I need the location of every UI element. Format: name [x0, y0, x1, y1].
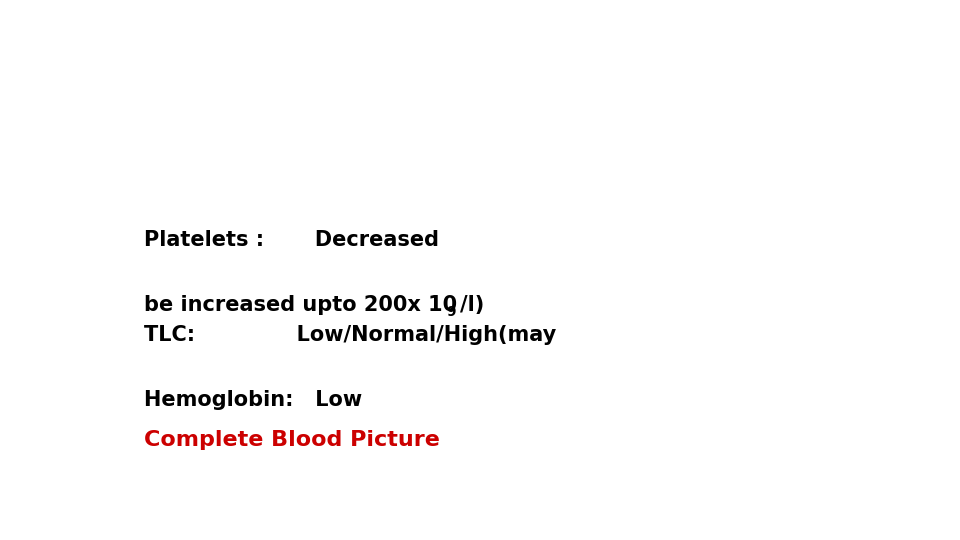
Text: Platelets :       Decreased: Platelets : Decreased: [144, 230, 439, 250]
Text: Complete Blood Picture: Complete Blood Picture: [144, 430, 440, 450]
Text: be increased upto 200x 10: be increased upto 200x 10: [144, 295, 457, 315]
Text: 9: 9: [446, 305, 455, 319]
Text: TLC:              Low/Normal/High(may: TLC: Low/Normal/High(may: [144, 325, 556, 345]
Text: Hemoglobin:   Low: Hemoglobin: Low: [144, 390, 362, 410]
Text: /l): /l): [460, 295, 484, 315]
